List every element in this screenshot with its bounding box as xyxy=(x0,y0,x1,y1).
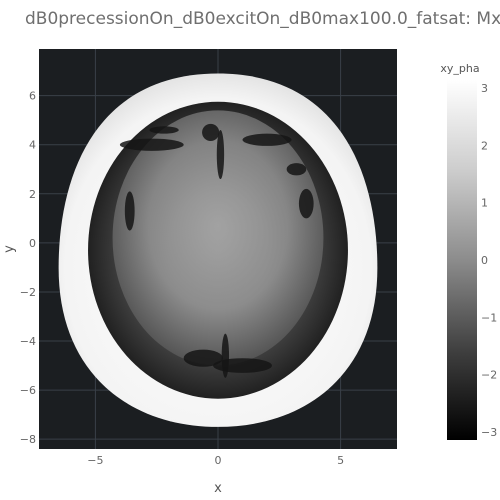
colorbar-title: xy_pha xyxy=(440,62,479,75)
y-tick-label: 6 xyxy=(29,90,36,103)
x-tick-labels: −5 0 5 xyxy=(87,454,344,467)
colorbar-tick-label: 2 xyxy=(481,139,488,152)
y-axis-title: y xyxy=(2,245,17,253)
heatmap-dark-patch xyxy=(298,188,314,219)
heatmap-dark-patch xyxy=(202,123,220,142)
heatmap-dark-patch xyxy=(242,133,292,146)
x-tick-label: 0 xyxy=(215,454,222,467)
chart-title: dB0precessionOn_dB0excitOn_dB0max100.0_f… xyxy=(25,9,500,29)
colorbar-tick-label: 1 xyxy=(481,197,488,210)
y-tick-label: −8 xyxy=(20,433,36,446)
heatmap-dark-patch xyxy=(183,349,223,367)
colorbar-tick-label: −3 xyxy=(481,426,497,439)
heatmap-dark-patch xyxy=(286,163,307,176)
x-axis-title: x xyxy=(214,481,222,496)
y-tick-label: 0 xyxy=(29,237,36,250)
heatmap-dark-patch xyxy=(149,126,179,134)
heatmap-regions xyxy=(58,73,378,427)
colorbar-tick-label: 3 xyxy=(481,82,488,95)
heatmap-dark-patch xyxy=(124,191,135,231)
heatmap-region-central-tissue xyxy=(112,110,324,366)
y-tick-label: 4 xyxy=(29,139,36,152)
x-tick-label: 5 xyxy=(337,454,344,467)
heatmap-dark-patch xyxy=(213,358,272,373)
y-tick-label: −6 xyxy=(20,384,36,397)
y-tick-label: 2 xyxy=(29,188,36,201)
heatmap-dark-patch xyxy=(119,138,184,151)
heatmap-dark-patch xyxy=(216,129,225,180)
y-tick-label: −2 xyxy=(20,286,36,299)
colorbar xyxy=(447,80,477,440)
x-tick-label: −5 xyxy=(87,454,103,467)
y-tick-label: −4 xyxy=(20,335,36,348)
colorbar-tick-labels: 3 2 1 0 −1 −2 −3 xyxy=(481,82,497,439)
colorbar-tick-label: −2 xyxy=(481,369,497,382)
y-tick-labels: 6 4 2 0 −2 −4 −6 −8 xyxy=(20,90,36,447)
colorbar-tick-label: 0 xyxy=(481,254,488,267)
colorbar-tick-label: −1 xyxy=(481,311,497,324)
